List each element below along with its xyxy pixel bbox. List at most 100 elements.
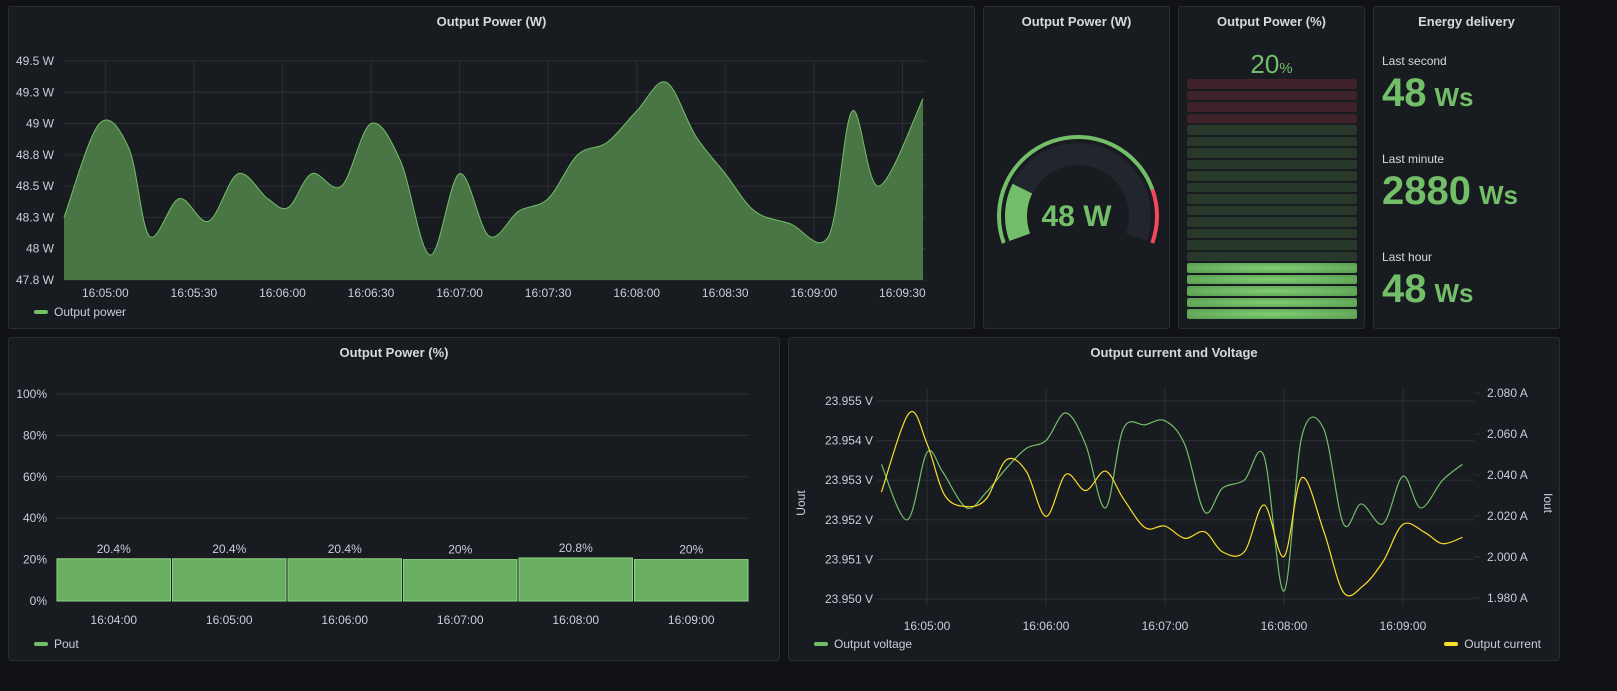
series-line-output-voltage (880, 412, 1463, 592)
bargauge-segment (1187, 79, 1357, 89)
legend-output-power[interactable]: Output power (34, 305, 126, 319)
bargauge-segment (1187, 148, 1357, 158)
y-tick-label: 48.8 W (16, 148, 55, 162)
y-tick-label: 23.950 V (825, 592, 873, 606)
bar (403, 559, 518, 602)
y-tick-label: 49 W (26, 117, 55, 131)
bargauge-segment-lit (1187, 297, 1357, 307)
x-tick-label: 16:05:00 (904, 619, 951, 633)
panel-title[interactable]: Output Power (%) (1216, 14, 1327, 29)
bargauge-unit: % (1279, 60, 1293, 77)
x-tick-label: 16:06:00 (259, 286, 306, 300)
x-tick-label: 16:09:30 (879, 286, 926, 300)
y-tick-label: 23.952 V (825, 513, 873, 527)
bargauge-number: 20 (1250, 49, 1280, 79)
bargauge-segment (1187, 205, 1357, 215)
y-tick-label: 60% (23, 470, 47, 484)
y2-tick-label: 2.000 A (1487, 550, 1528, 564)
bar (56, 558, 171, 602)
y-tick-label: 23.951 V (825, 552, 873, 566)
percent-bar-chart: 0% 20% 40% 60% 80% 100% 20.4% 16:04:00 20.4% 16:0… (16, 387, 749, 627)
series-area (64, 81, 924, 280)
gauge (997, 135, 1159, 244)
panel-title[interactable]: Output Power (%) (339, 345, 449, 360)
bargauge-segment (1187, 194, 1357, 204)
y-tick-label: 40% (23, 511, 47, 525)
bargauge-segment (1187, 125, 1357, 135)
bar-value-label: 20.4% (328, 542, 362, 556)
y2-tick-label: 2.060 A (1487, 427, 1528, 441)
bargauge-segment (1187, 171, 1357, 181)
y-tick-label: 48 W (26, 242, 55, 256)
legend-swatch (34, 310, 48, 314)
panel-title[interactable]: Energy delivery (1418, 14, 1515, 29)
bar (518, 557, 633, 602)
bargauge-segment (1187, 159, 1357, 169)
stat-label-last-second: Last second (1382, 54, 1447, 68)
gauge-value: 48 W (984, 200, 1169, 234)
bargauge-value: 20% (1179, 49, 1364, 80)
x-tick-label: 16:08:00 (1261, 619, 1308, 633)
power-gauge-panel: Output Power (W) 48 W (983, 6, 1170, 329)
bargauge-segment (1187, 102, 1357, 112)
bargauge-segment (1187, 182, 1357, 192)
y-tick-label: 0% (30, 594, 48, 608)
x-tick-label: 16:09:00 (668, 613, 715, 627)
y-tick-label: 47.8 W (16, 273, 55, 287)
bargauge-segment (1187, 90, 1357, 100)
x-tick-label: 16:07:00 (1142, 619, 1189, 633)
x-tick-label: 16:07:30 (525, 286, 572, 300)
bargauge-segment-lit (1187, 263, 1357, 273)
stat-label-last-hour: Last hour (1382, 250, 1433, 264)
bargauge-segment (1187, 217, 1357, 227)
x-tick-label: 16:09:00 (1380, 619, 1427, 633)
power-chart: 49.5 W 49.3 W 49 W 48.8 W 48.5 W 48.3 W 48 W 47… (16, 54, 926, 300)
bargauge-segment (1187, 251, 1357, 261)
y-tick-label: 49.5 W (16, 54, 55, 68)
bar-value-label: 20.4% (212, 542, 246, 556)
bar-value-label: 20.4% (97, 542, 131, 556)
bargauge-segment (1187, 113, 1357, 123)
panel-title[interactable]: Output current and Voltage (1090, 345, 1258, 360)
y-tick-label: 48.5 W (16, 179, 55, 193)
x-tick-label: 16:09:00 (790, 286, 837, 300)
y2-tick-label: 1.980 A (1487, 591, 1528, 605)
legend-label: Output voltage (834, 637, 913, 651)
legend-pout[interactable]: Pout (34, 637, 79, 651)
stat-value-last-second: 48 Ws (1382, 71, 1474, 116)
bar (634, 559, 749, 602)
bar-value-label: 20% (448, 543, 472, 557)
gauge-unit: W (1083, 200, 1112, 233)
stat-unit: Ws (1434, 278, 1474, 308)
y-tick-label: 49.3 W (16, 85, 55, 99)
y-tick-label: 20% (23, 553, 47, 567)
stat-value-last-minute: 2880 Ws (1382, 169, 1518, 214)
stat-number: 48 (1382, 71, 1427, 115)
current-voltage-chart: 23.955 V 23.954 V 23.953 V 23.952 V 23.951 V… (794, 386, 1555, 633)
x-tick-label: 16:08:30 (702, 286, 749, 300)
x-tick-label: 16:05:00 (82, 286, 129, 300)
x-tick-label: 16:07:00 (437, 613, 484, 627)
gauge-number: 48 (1041, 200, 1075, 233)
stat-label-last-minute: Last minute (1382, 152, 1445, 166)
panel-title[interactable]: Output Power (W) (436, 14, 547, 29)
y-tick-label: 48.3 W (16, 210, 55, 224)
legend-output-current[interactable]: Output current (1444, 637, 1541, 651)
y-tick-label: 23.955 V (825, 394, 873, 408)
y-tick-label: 23.954 V (825, 434, 873, 448)
stat-value-last-hour: 48 Ws (1382, 267, 1474, 312)
x-tick-label: 16:08:00 (613, 286, 660, 300)
y2-tick-label: 2.040 A (1487, 468, 1528, 482)
panel-title[interactable]: Output Power (W) (1021, 14, 1132, 29)
y-tick-label: 80% (23, 428, 47, 442)
y-tick-label: 100% (16, 387, 47, 401)
bar (287, 558, 402, 602)
y-tick-label: 23.953 V (825, 473, 873, 487)
legend-output-voltage[interactable]: Output voltage (814, 637, 912, 651)
percent-barchart-panel: Output Power (%) 0% 20% 40% 60% 80% 100% 20.4%… (8, 337, 780, 661)
bar-value-label: 20.8% (559, 541, 593, 555)
gauge-fill (1005, 183, 1033, 241)
x-tick-label: 16:06:00 (321, 613, 368, 627)
bargauge-segment-lit (1187, 274, 1357, 284)
